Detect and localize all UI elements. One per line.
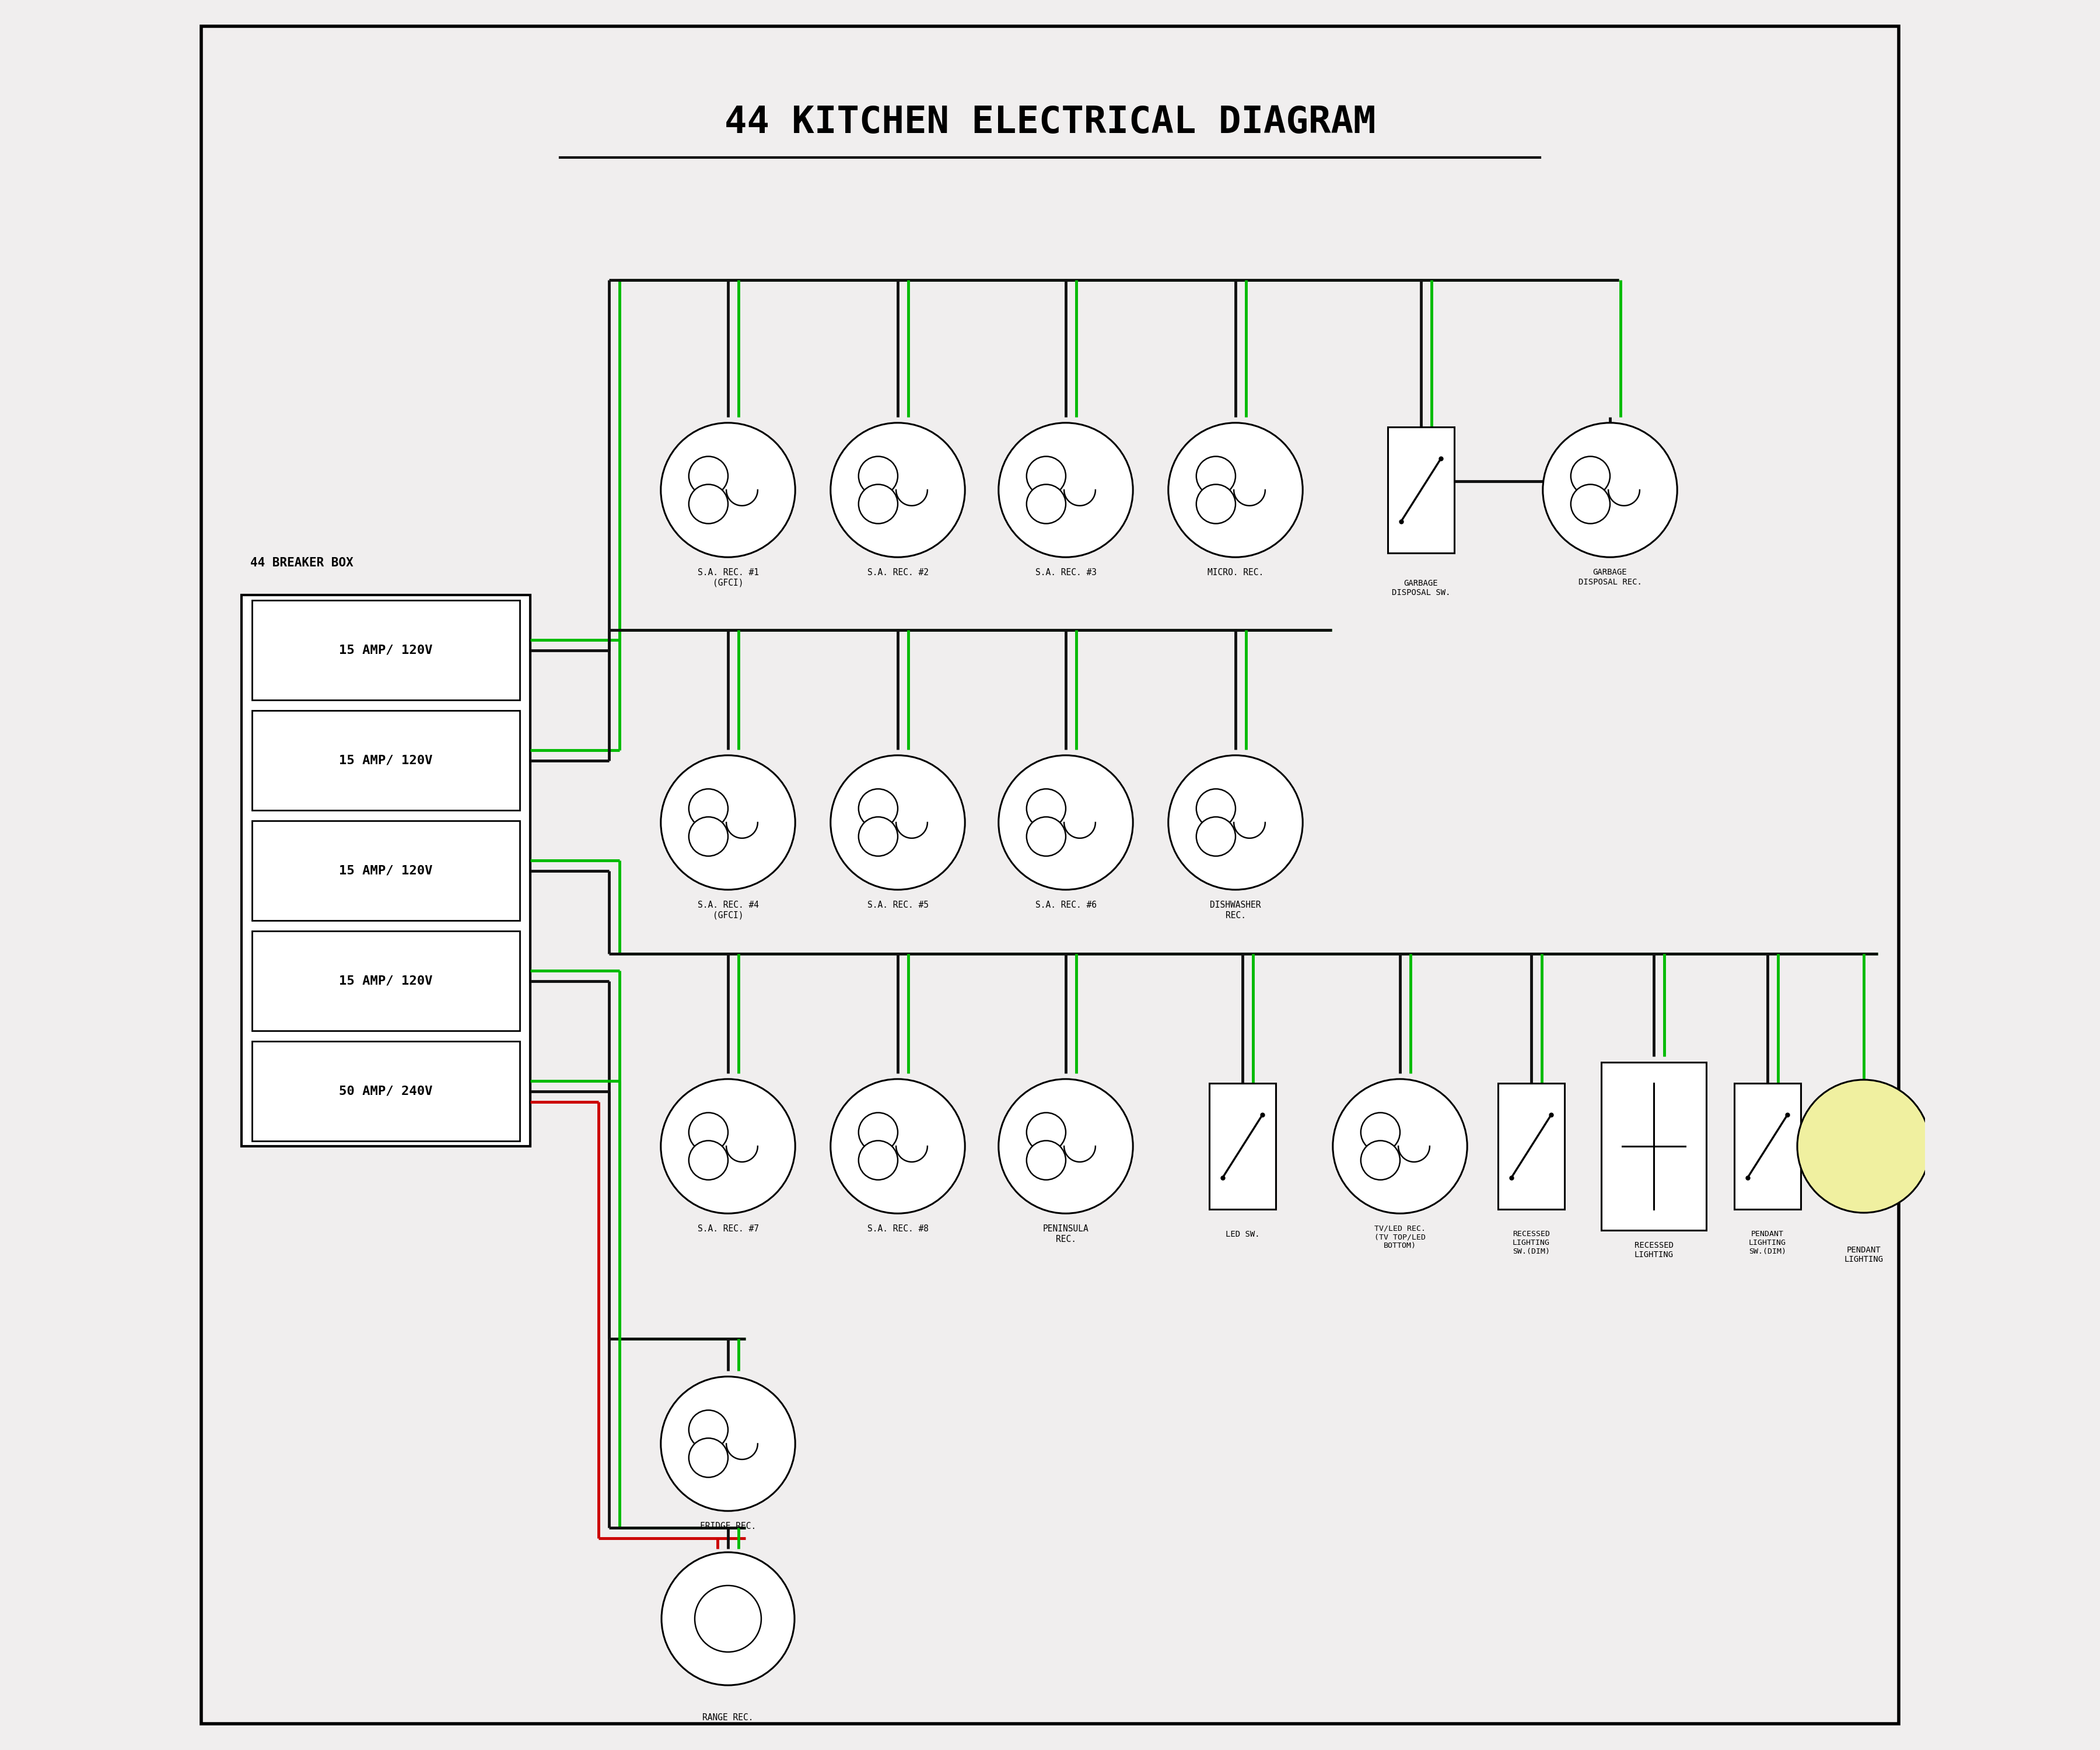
Text: S.A. REC. #7: S.A. REC. #7 xyxy=(697,1225,758,1234)
Text: LED SW.: LED SW. xyxy=(1226,1230,1260,1239)
Circle shape xyxy=(662,1080,796,1213)
Text: RANGE REC.: RANGE REC. xyxy=(704,1713,754,1722)
Circle shape xyxy=(1197,817,1235,856)
Text: MICRO. REC.: MICRO. REC. xyxy=(1208,569,1264,578)
Circle shape xyxy=(1027,457,1067,495)
Circle shape xyxy=(832,424,966,556)
Circle shape xyxy=(859,1113,899,1152)
Circle shape xyxy=(859,817,899,856)
Circle shape xyxy=(695,1586,760,1652)
Circle shape xyxy=(662,1377,796,1510)
Bar xyxy=(1600,1062,1705,1230)
Circle shape xyxy=(1027,789,1067,828)
Circle shape xyxy=(1571,485,1611,523)
Text: 44 BREAKER BOX: 44 BREAKER BOX xyxy=(250,556,353,569)
Text: 50 AMP/ 240V: 50 AMP/ 240V xyxy=(338,1085,433,1097)
Bar xyxy=(252,931,521,1031)
Circle shape xyxy=(689,485,729,523)
Circle shape xyxy=(1798,1080,1930,1213)
Text: GARBAGE
DISPOSAL REC.: GARBAGE DISPOSAL REC. xyxy=(1579,569,1642,586)
Circle shape xyxy=(1334,1080,1468,1213)
Circle shape xyxy=(1027,1113,1067,1152)
Circle shape xyxy=(1197,485,1235,523)
Circle shape xyxy=(1361,1113,1401,1152)
Text: GARBAGE
DISPOSAL SW.: GARBAGE DISPOSAL SW. xyxy=(1392,579,1451,597)
Circle shape xyxy=(1544,424,1678,556)
Circle shape xyxy=(1027,485,1067,523)
Text: S.A. REC. #4
(GFCI): S.A. REC. #4 (GFCI) xyxy=(697,901,758,921)
Circle shape xyxy=(859,485,899,523)
Circle shape xyxy=(1361,1141,1401,1180)
Circle shape xyxy=(1571,457,1611,495)
Circle shape xyxy=(1027,817,1067,856)
Circle shape xyxy=(689,789,729,828)
Circle shape xyxy=(1168,756,1302,889)
Text: S.A. REC. #1
(GFCI): S.A. REC. #1 (GFCI) xyxy=(697,569,758,588)
Circle shape xyxy=(689,1141,729,1180)
Circle shape xyxy=(1000,756,1134,889)
Circle shape xyxy=(859,1141,899,1180)
Text: DISHWASHER
REC.: DISHWASHER REC. xyxy=(1210,901,1260,921)
Text: PENDANT
LIGHTING: PENDANT LIGHTING xyxy=(1844,1246,1884,1264)
Bar xyxy=(1210,1083,1277,1209)
Text: FRIDGE REC.: FRIDGE REC. xyxy=(699,1522,756,1531)
Circle shape xyxy=(689,1113,729,1152)
Circle shape xyxy=(1000,1080,1134,1213)
Circle shape xyxy=(662,424,796,556)
Circle shape xyxy=(859,457,899,495)
Circle shape xyxy=(689,1410,729,1449)
Text: 15 AMP/ 120V: 15 AMP/ 120V xyxy=(338,864,433,877)
Bar xyxy=(1735,1083,1802,1209)
Text: 44 KITCHEN ELECTRICAL DIAGRAM: 44 KITCHEN ELECTRICAL DIAGRAM xyxy=(724,105,1376,140)
Text: TV/LED REC.
(TV TOP/LED
BOTTOM): TV/LED REC. (TV TOP/LED BOTTOM) xyxy=(1373,1225,1426,1250)
Bar xyxy=(1497,1083,1564,1209)
Text: 15 AMP/ 120V: 15 AMP/ 120V xyxy=(338,975,433,987)
Circle shape xyxy=(1168,424,1302,556)
Text: S.A. REC. #5: S.A. REC. #5 xyxy=(867,901,928,910)
Text: S.A. REC. #2: S.A. REC. #2 xyxy=(867,569,928,578)
Circle shape xyxy=(689,1438,729,1477)
Text: 15 AMP/ 120V: 15 AMP/ 120V xyxy=(338,754,433,766)
Circle shape xyxy=(689,457,729,495)
Text: RECESSED
LIGHTING: RECESSED LIGHTING xyxy=(1634,1241,1674,1258)
Text: RECESSED
LIGHTING
SW.(DIM): RECESSED LIGHTING SW.(DIM) xyxy=(1512,1230,1550,1255)
Bar xyxy=(252,1041,521,1141)
Circle shape xyxy=(1027,1141,1067,1180)
Circle shape xyxy=(1197,789,1235,828)
Circle shape xyxy=(1000,424,1134,556)
Text: PENDANT
LIGHTING
SW.(DIM): PENDANT LIGHTING SW.(DIM) xyxy=(1749,1230,1787,1255)
Circle shape xyxy=(662,1552,794,1685)
Circle shape xyxy=(689,817,729,856)
Bar xyxy=(242,595,529,1146)
Text: S.A. REC. #6: S.A. REC. #6 xyxy=(1035,901,1096,910)
Text: S.A. REC. #3: S.A. REC. #3 xyxy=(1035,569,1096,578)
Text: PENINSULA
REC.: PENINSULA REC. xyxy=(1044,1225,1088,1244)
Text: 15 AMP/ 120V: 15 AMP/ 120V xyxy=(338,644,433,656)
Bar xyxy=(1388,427,1453,553)
Circle shape xyxy=(859,789,899,828)
Circle shape xyxy=(832,756,966,889)
Text: S.A. REC. #8: S.A. REC. #8 xyxy=(867,1225,928,1234)
Circle shape xyxy=(662,756,796,889)
Bar xyxy=(252,600,521,700)
Circle shape xyxy=(1197,457,1235,495)
Circle shape xyxy=(832,1080,966,1213)
Bar xyxy=(252,821,521,921)
Bar xyxy=(252,710,521,810)
